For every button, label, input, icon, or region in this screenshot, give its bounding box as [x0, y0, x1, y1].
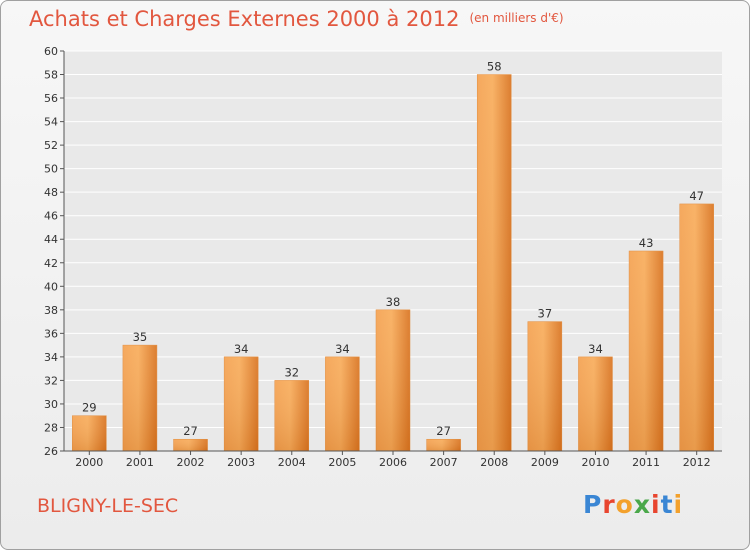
chart-unit: (en milliers d'€) — [469, 11, 564, 25]
value-label-2005: 34 — [335, 342, 350, 356]
location-label: BLIGNY-LE-SEC — [37, 495, 179, 517]
x-tick-label: 2012 — [683, 456, 711, 469]
y-tick-label: 48 — [44, 186, 58, 199]
value-label-2003: 34 — [234, 342, 249, 356]
bar-shade-2010 — [578, 356, 613, 451]
x-tick-label: 2008 — [480, 456, 508, 469]
value-label-2004: 32 — [284, 365, 299, 379]
y-tick-label: 38 — [44, 304, 58, 317]
bar-shade-2012 — [679, 203, 714, 451]
value-label-2000: 29 — [82, 401, 97, 415]
y-tick-label: 58 — [44, 69, 58, 82]
bar-shade-2011 — [629, 251, 664, 451]
bar-shade-2001 — [122, 345, 157, 451]
value-label-2008: 58 — [487, 60, 502, 74]
bar-shade-2004 — [274, 380, 309, 451]
value-label-2006: 38 — [386, 295, 401, 309]
y-tick-label: 40 — [44, 280, 58, 293]
x-tick-label: 2011 — [632, 456, 660, 469]
y-tick-label: 52 — [44, 139, 58, 152]
bars: 29 35 27 34 32 34 38 27 58 37 34 43 47 — [72, 60, 714, 452]
x-tick-label: 2009 — [531, 456, 559, 469]
bar-shade-2002 — [173, 439, 208, 451]
value-label-2002: 27 — [183, 424, 198, 438]
chart-title-text: Achats et Charges Externes 2000 à 2012 — [29, 7, 460, 31]
bar-shade-2006 — [376, 309, 410, 451]
x-tick-label: 2003 — [227, 456, 255, 469]
proxiti-logo[interactable]: Proxiti — [583, 490, 684, 519]
x-tick-label: 2010 — [581, 456, 609, 469]
value-label-2007: 27 — [436, 424, 451, 438]
x-tick-label: 2006 — [379, 456, 407, 469]
y-tick-label: 30 — [44, 398, 58, 411]
y-tick-label: 56 — [44, 92, 58, 105]
y-tick-label: 44 — [44, 233, 58, 246]
y-tick-label: 50 — [44, 163, 58, 176]
value-label-2011: 43 — [639, 236, 654, 250]
x-tick-label: 2005 — [328, 456, 356, 469]
value-label-2009: 37 — [538, 307, 553, 321]
y-tick-label: 60 — [44, 45, 58, 58]
y-tick-label: 54 — [44, 116, 58, 129]
y-tick-label: 46 — [44, 210, 58, 223]
x-tick-label: 2002 — [177, 456, 205, 469]
y-tick-label: 28 — [44, 421, 58, 434]
bar-shade-2005 — [325, 356, 360, 451]
x-tick-label: 2000 — [75, 456, 103, 469]
x-tick-label: 2004 — [278, 456, 306, 469]
x-tick-label: 2001 — [126, 456, 154, 469]
chart-title: Achats et Charges Externes 2000 à 2012 (e… — [29, 7, 564, 31]
y-tick-label: 26 — [44, 445, 58, 458]
bar-shade-2009 — [527, 321, 562, 451]
x-tick-label: 2007 — [430, 456, 458, 469]
bar-shade-2008 — [477, 74, 512, 451]
bar-shade-2000 — [72, 415, 107, 451]
value-label-2010: 34 — [588, 342, 603, 356]
value-label-2012: 47 — [689, 189, 704, 203]
bar-shade-2007 — [426, 439, 461, 451]
y-tick-label: 42 — [44, 257, 58, 270]
y-tick-label: 32 — [44, 374, 58, 387]
axes: 26 28 30 32 34 36 38 40 42 44 46 48 50 52 54 56 58 60 2000… — [44, 45, 722, 469]
value-label-2001: 35 — [133, 330, 148, 344]
y-tick-label: 36 — [44, 327, 58, 340]
bar-shade-2003 — [224, 356, 259, 451]
y-tick-label: 34 — [44, 351, 58, 364]
